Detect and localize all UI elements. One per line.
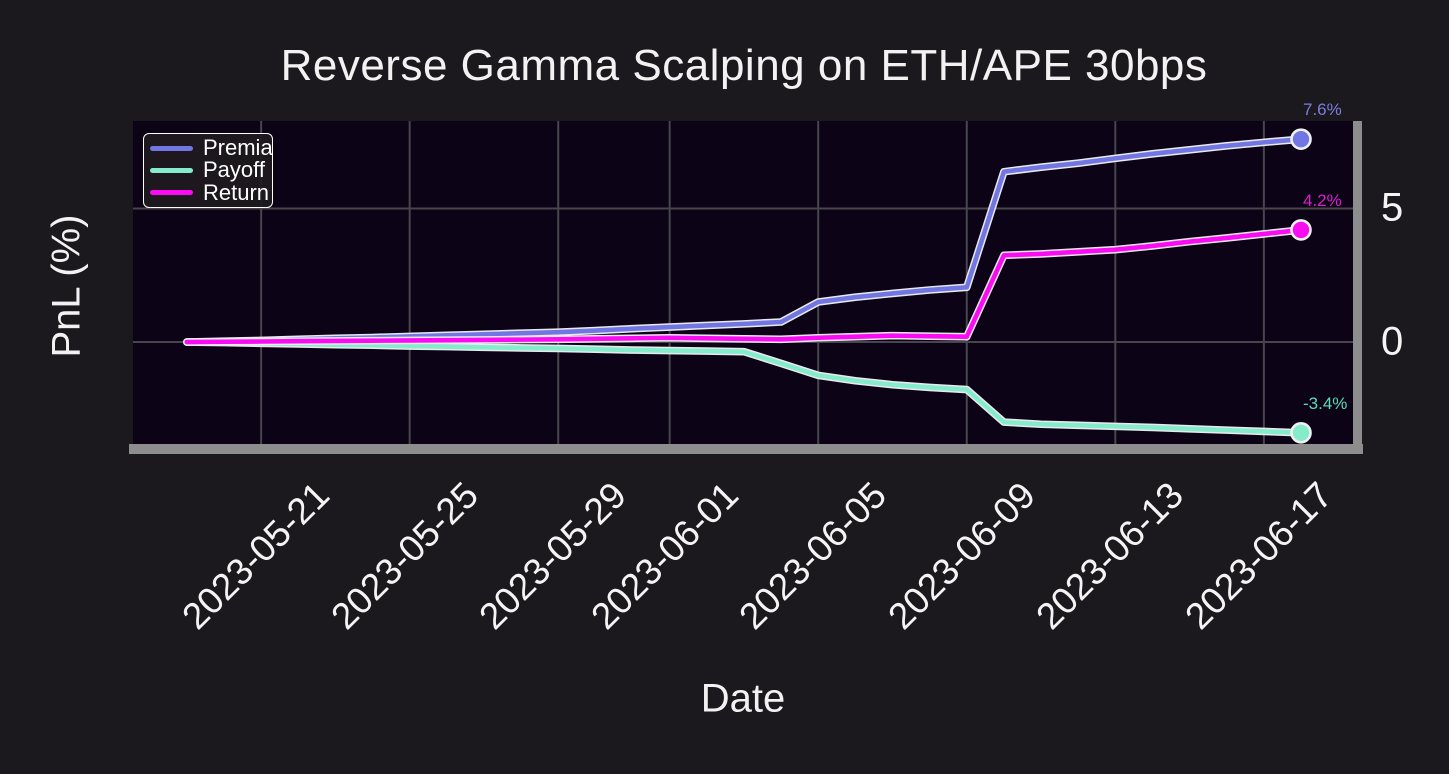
right-spine [1353, 121, 1362, 454]
legend-swatch-payoff [150, 167, 193, 173]
y-tick-label: 5 [1381, 185, 1404, 230]
end-label-payoff: -3.4% [1303, 393, 1348, 413]
plot-area [133, 121, 1353, 444]
y-axis-label: PnL (%) [44, 214, 89, 358]
legend-swatch-premia [150, 145, 193, 151]
end-dot-payoff [1290, 421, 1312, 444]
legend-item-return: Return [150, 181, 269, 204]
chart-title: Reverse Gamma Scalping on ETH/APE 30bps [280, 41, 1208, 90]
legend-label-payoff: Payoff [203, 157, 265, 183]
legend-item-payoff: Payoff [150, 157, 265, 183]
legend-label-premia: Premia [203, 135, 273, 161]
legend-label-return: Return [203, 179, 270, 205]
series-line-payoff [184, 339, 1304, 436]
legend-item-premia: Premia [150, 137, 273, 159]
bottom-spine [129, 444, 1363, 454]
end-label-premia: 7.6% [1303, 100, 1342, 120]
legend: Premia Payoff Return [143, 133, 273, 208]
legend-swatch-return [150, 190, 193, 196]
y-tick-label: 0 [1381, 319, 1404, 364]
end-dot-premia [1290, 128, 1312, 150]
end-dot-return [1290, 219, 1312, 241]
series-line-return [184, 227, 1304, 345]
end-label-return: 4.2% [1303, 190, 1342, 210]
x-axis-label: Date [700, 676, 786, 721]
